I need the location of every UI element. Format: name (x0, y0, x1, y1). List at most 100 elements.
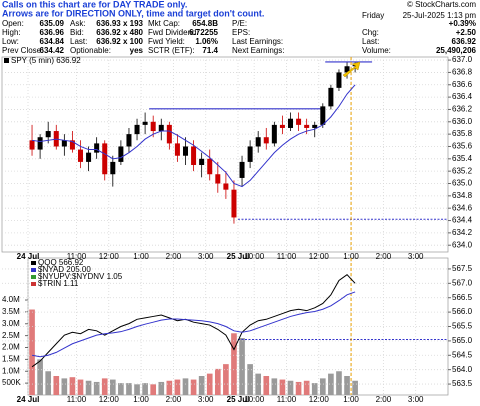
y-tick-label: 636.6 (452, 80, 473, 89)
quote-label: Ask: (70, 19, 86, 28)
candle-body (134, 124, 140, 135)
volume-bar (255, 373, 262, 395)
volume-bar (174, 379, 181, 395)
quote-value: 25,490,206 (436, 46, 477, 55)
quote-label: Fwd Dividend: (148, 28, 199, 37)
legend: SPY (5 min) 636.92 (11, 56, 81, 65)
notice-box (0, 0, 262, 19)
volume-bar (303, 380, 310, 395)
volume-bar (61, 378, 68, 395)
x-tick-label: 2:00 (376, 252, 392, 261)
volume-bar (311, 383, 318, 395)
y-tick-label: 567.5 (452, 264, 473, 273)
volume-bar (239, 338, 245, 395)
x-tick-label: 2:00 (376, 395, 392, 404)
moving-average (31, 291, 356, 358)
volume-bar (223, 364, 229, 395)
volume-bar (37, 359, 43, 395)
y-tick-label: 636.8 (452, 68, 473, 77)
y-tick-label: 637.0 (452, 55, 473, 64)
x-tick-label: 12:00 (309, 252, 330, 261)
y-tick-label: 636.0 (452, 117, 473, 126)
volume-bar (182, 378, 189, 395)
legend-swatch (31, 275, 36, 279)
y2-tick-label: 500K (2, 378, 21, 387)
x-tick-label: 24 Jul (17, 395, 40, 404)
quote-label: P/E: (232, 19, 247, 28)
quote-label: Next Earnings: (232, 46, 284, 55)
legend-swatch (4, 58, 9, 63)
quote-value: 6.72255 (189, 28, 218, 37)
y-tick-label: 635.6 (452, 142, 473, 151)
volume-bar (77, 379, 84, 395)
quote-value: 654.8B (192, 19, 218, 28)
quote-label: Last: (70, 37, 87, 46)
volume-bar (190, 379, 197, 395)
x-tick-label: 10:00 (244, 395, 265, 404)
date-day: Friday (362, 11, 384, 20)
y-tick-label: 566.5 (452, 293, 473, 302)
volume-bar (263, 376, 270, 395)
quote-value: 635.09 (40, 19, 65, 28)
candle-body (158, 124, 164, 132)
y-tick-label: 567.0 (452, 278, 473, 287)
candle-body (94, 143, 100, 153)
volume-bar (150, 384, 157, 395)
volume-bar (53, 376, 60, 395)
legend: QQQ 566.92 (38, 258, 84, 267)
candle-body (344, 66, 350, 73)
quote-label: Open: (2, 19, 24, 28)
volume-bar (134, 384, 140, 395)
quote-label: Last Earnings: (232, 37, 283, 46)
volume-bar (85, 380, 92, 395)
direction-arrow (342, 61, 361, 78)
y-tick-label: 635.8 (452, 129, 473, 138)
candle-body (215, 174, 221, 184)
quote-value: 636.92 (452, 37, 477, 46)
candle-body (69, 140, 75, 150)
candle-body (287, 118, 294, 128)
y-tick-label: 564.0 (452, 365, 473, 374)
candle-body (45, 131, 51, 138)
candle-body (239, 161, 245, 178)
candle-body (263, 137, 269, 144)
date-time: 25-Jul-2025 1:13 pm (403, 11, 477, 20)
quote-label: High: (2, 28, 21, 37)
candle-body (199, 158, 205, 165)
notice: Calls on this chart are for DAY TRADE on… (2, 0, 187, 9)
quote-value: 636.92 x 480 (96, 28, 143, 37)
y-tick-label: 565.0 (452, 336, 473, 345)
y-tick-label: 634.6 (452, 203, 473, 212)
x-tick-label: 24 Jul (17, 252, 40, 261)
quote-value: 1.06% (195, 37, 218, 46)
candle-body (126, 134, 132, 147)
volume-bar (109, 379, 116, 395)
quote-value: 71.4 (202, 46, 218, 55)
x-tick-label: 25 Jul (227, 252, 250, 261)
candle-body (166, 124, 172, 144)
y-tick-label: 634.4 (452, 216, 473, 225)
volume-bar (45, 371, 52, 395)
volume-bar (271, 378, 278, 395)
notice: Arrows are for DIRECTION ONLY, time and … (2, 8, 264, 18)
y-tick-label: 635.2 (452, 166, 473, 175)
legend: $NYUPV:$NYDNV 1.05 (38, 272, 123, 281)
candle-body (223, 183, 229, 190)
y-tick-label: 635.4 (452, 154, 473, 163)
candle-body (118, 146, 124, 162)
candle-body (191, 146, 197, 165)
candle-body (29, 140, 35, 150)
quote-value: 634.84 (40, 37, 65, 46)
source: © StockCharts.com (407, 0, 476, 9)
y-tick-label: 634.0 (452, 240, 473, 249)
quote-label: Bid: (70, 28, 84, 37)
y2-tick-label: 4.0M (2, 295, 20, 304)
candle-body (102, 143, 108, 175)
y-tick-label: 636.2 (452, 105, 473, 114)
candle-body (312, 124, 318, 128)
x-tick-label: 11:00 (67, 252, 87, 261)
candle-body (296, 118, 302, 125)
y-tick-label: 635.0 (452, 179, 473, 188)
